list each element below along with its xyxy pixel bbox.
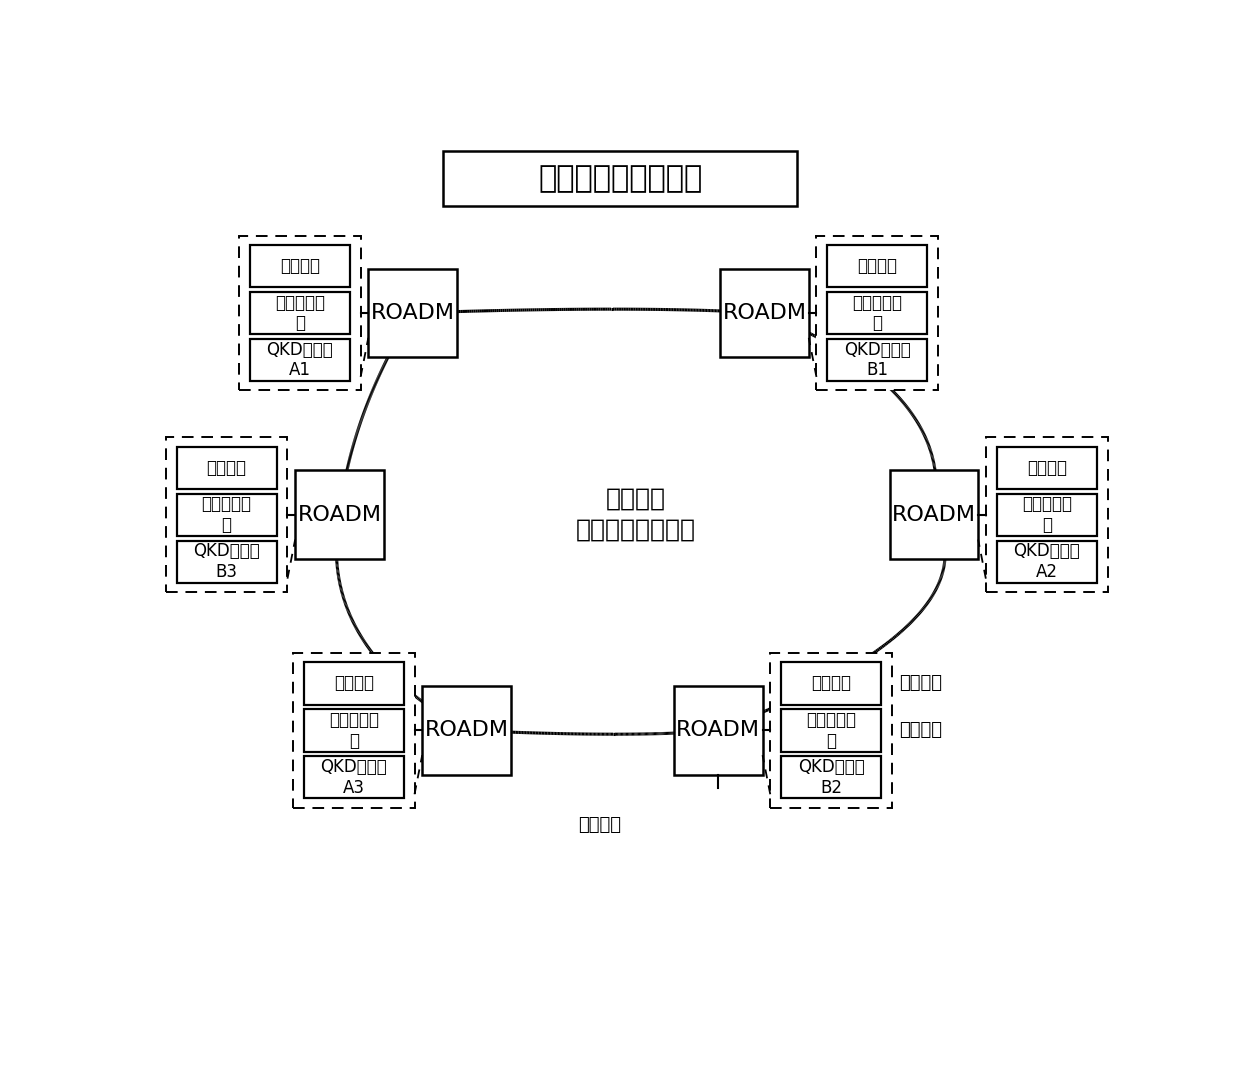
Text: 业务终端: 业务终端 — [280, 257, 320, 275]
Bar — [781, 756, 882, 799]
Bar — [781, 709, 882, 751]
Bar — [304, 662, 404, 705]
Text: ROADM: ROADM — [892, 505, 976, 525]
Bar — [816, 236, 939, 390]
Bar — [997, 446, 1096, 489]
Text: QKD接收机
B2: QKD接收机 B2 — [797, 758, 864, 797]
Text: 业务终端: 业务终端 — [857, 257, 898, 275]
Bar — [720, 268, 808, 357]
Text: QKD发送机
A1: QKD发送机 A1 — [267, 341, 334, 379]
Text: 业务终端: 业务终端 — [207, 459, 247, 476]
Text: 量子信道: 量子信道 — [579, 816, 621, 833]
Text: 量子业务网
关: 量子业务网 关 — [275, 293, 325, 332]
Text: QKD接收机
B3: QKD接收机 B3 — [193, 542, 260, 581]
Text: 波分网络: 波分网络 — [605, 487, 666, 511]
Text: QKD发送机
A2: QKD发送机 A2 — [1013, 542, 1080, 581]
Bar — [249, 292, 350, 334]
Bar — [368, 268, 456, 357]
Bar — [166, 438, 288, 592]
Bar — [295, 470, 383, 559]
Bar — [304, 709, 404, 751]
Bar — [770, 653, 892, 807]
Text: ROADM: ROADM — [298, 505, 382, 525]
Bar — [827, 338, 928, 382]
Bar — [176, 494, 277, 536]
Bar — [443, 151, 797, 206]
Bar — [997, 494, 1096, 536]
Text: 业务终端: 业务终端 — [1027, 459, 1066, 476]
Bar — [249, 338, 350, 382]
Bar — [249, 245, 350, 287]
Text: 量子经典网络控制器: 量子经典网络控制器 — [538, 164, 702, 193]
Bar — [422, 686, 511, 775]
Bar — [675, 686, 763, 775]
Bar — [827, 245, 928, 287]
Text: 量子密钥: 量子密钥 — [899, 721, 942, 740]
Text: 量子业务网
关: 量子业务网 关 — [852, 293, 903, 332]
Text: 量子业务网
关: 量子业务网 关 — [202, 496, 252, 534]
Text: ROADM: ROADM — [371, 303, 455, 323]
Text: 量子业务网
关: 量子业务网 关 — [806, 711, 856, 749]
Bar — [176, 446, 277, 489]
Text: ROADM: ROADM — [723, 303, 806, 323]
Text: QKD接收机
B1: QKD接收机 B1 — [844, 341, 910, 379]
Text: QKD发送机
A3: QKD发送机 A3 — [320, 758, 387, 797]
Text: 量子业务网
关: 量子业务网 关 — [1022, 496, 1071, 534]
Text: ROADM: ROADM — [424, 720, 508, 741]
Bar — [889, 470, 978, 559]
Text: 业务终端: 业务终端 — [811, 675, 851, 692]
Bar — [293, 653, 414, 807]
Text: 经典信道: 经典信道 — [899, 675, 942, 692]
Text: ROADM: ROADM — [676, 720, 760, 741]
Bar — [304, 756, 404, 799]
Text: 量子业务网
关: 量子业务网 关 — [329, 711, 378, 749]
Bar — [239, 236, 361, 390]
Bar — [986, 438, 1107, 592]
Bar — [997, 540, 1096, 583]
Bar — [827, 292, 928, 334]
Text: 量子经典融合信道: 量子经典融合信道 — [575, 517, 696, 542]
Bar — [176, 540, 277, 583]
Text: 业务终端: 业务终端 — [334, 675, 373, 692]
Bar — [781, 662, 882, 705]
